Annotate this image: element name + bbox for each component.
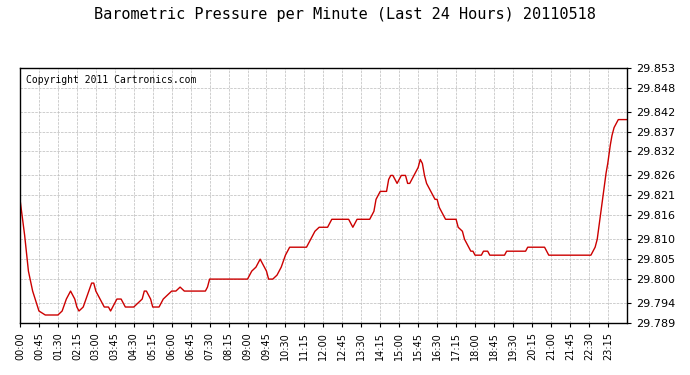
Text: Barometric Pressure per Minute (Last 24 Hours) 20110518: Barometric Pressure per Minute (Last 24 … [94,8,596,22]
Text: Copyright 2011 Cartronics.com: Copyright 2011 Cartronics.com [26,75,197,86]
